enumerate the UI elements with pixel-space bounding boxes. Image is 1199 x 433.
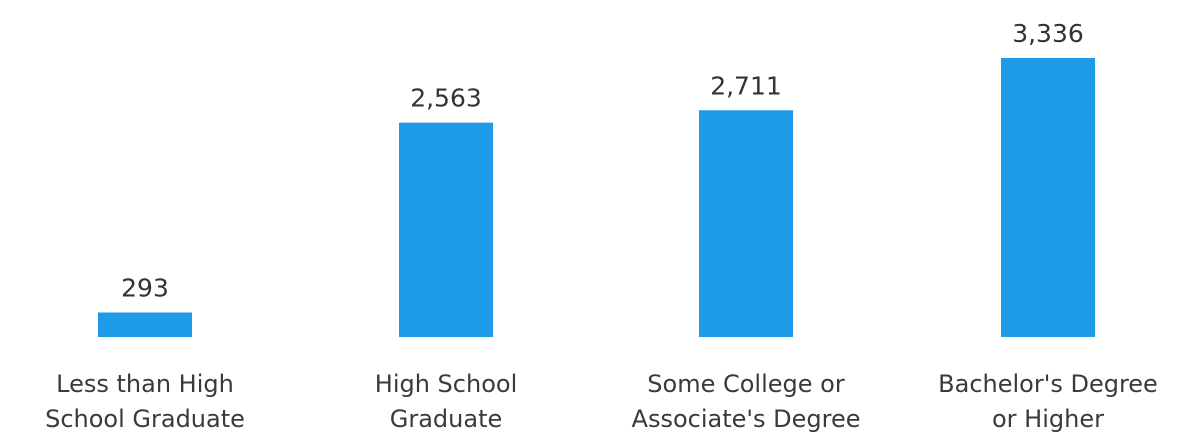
category-labels-layer: Less than High School Graduate High School… <box>45 370 1158 433</box>
value-labels-layer: 293 2,563 2,711 3,336 <box>121 19 1084 302</box>
category-label-2-line-2: Graduate <box>390 405 503 433</box>
value-label-2: 2,563 <box>410 84 482 113</box>
category-label-4-line-1: Bachelor's Degree <box>938 370 1158 398</box>
category-label-3-line-1: Some College or <box>647 370 845 398</box>
category-label-4-line-2: or Higher <box>992 405 1104 433</box>
bar-3 <box>699 110 793 337</box>
category-label-2-line-1: High School <box>375 370 517 398</box>
value-label-4: 3,336 <box>1012 19 1084 48</box>
bars-layer <box>98 58 1095 338</box>
bar-2 <box>399 122 493 338</box>
category-label-1-line-2: School Graduate <box>45 405 245 433</box>
category-label-1-line-1: Less than High <box>56 370 234 398</box>
value-label-3: 2,711 <box>710 71 782 100</box>
category-label-3-line-2: Associate's Degree <box>632 405 861 433</box>
value-label-1: 293 <box>121 273 169 302</box>
bar-4 <box>1001 58 1095 337</box>
bar-1 <box>98 312 192 337</box>
